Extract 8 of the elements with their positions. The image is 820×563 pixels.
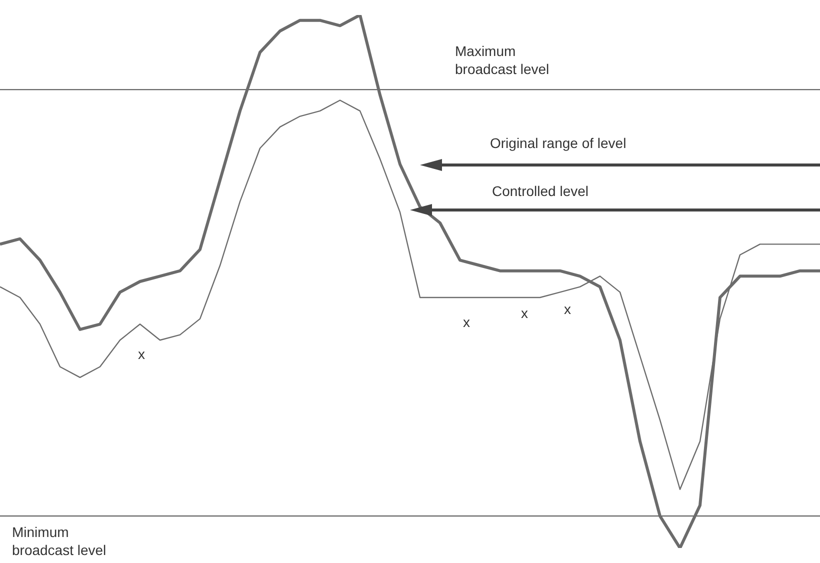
annotation: x bbox=[463, 313, 470, 331]
ref-line-label: Maximum broadcast level bbox=[455, 42, 550, 78]
ref-line-label: Minimum broadcast level bbox=[12, 523, 108, 560]
annotation: Original range of level bbox=[490, 134, 626, 152]
annotation: x bbox=[521, 304, 528, 322]
annotation: x bbox=[564, 300, 571, 318]
annotation: x bbox=[138, 345, 145, 363]
annotation: Controlled level bbox=[492, 182, 588, 200]
